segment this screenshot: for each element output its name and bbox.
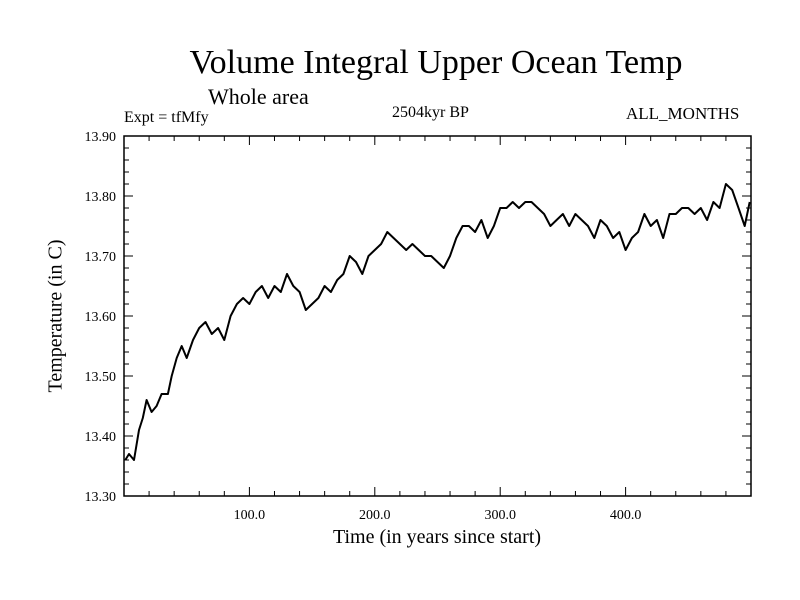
- chart-title: Volume Integral Upper Ocean Temp: [189, 44, 683, 81]
- y-tick-label: 13.40: [85, 430, 117, 445]
- period-label: 2504kyr BP: [392, 104, 469, 121]
- chart-subtitle: Whole area: [208, 84, 309, 109]
- x-tick-label: 400.0: [610, 508, 642, 523]
- series-line: [124, 183, 751, 461]
- x-tick-label: 300.0: [484, 508, 516, 523]
- axis-ticks: 13.30 13.40 13.50 13.60 13.70 13.80 13.90 100.0…: [85, 130, 751, 523]
- series-group: [124, 183, 751, 461]
- y-tick-label: 13.30: [85, 490, 117, 505]
- y-tick-label: 13.90: [85, 130, 117, 145]
- y-tick-label: 13.60: [85, 310, 117, 325]
- x-axis-label: Time (in years since start): [332, 526, 542, 548]
- y-tick-label: 13.50: [85, 370, 117, 385]
- months-label: ALL_MONTHS: [626, 104, 740, 123]
- y-tick-label: 13.80: [85, 190, 117, 205]
- plot-frame: [123, 135, 752, 497]
- y-tick-label: 13.70: [85, 250, 117, 265]
- x-tick-label: 200.0: [359, 508, 391, 523]
- x-tick-label: 100.0: [234, 508, 266, 523]
- experiment-label: Expt = tfMfy: [124, 109, 209, 126]
